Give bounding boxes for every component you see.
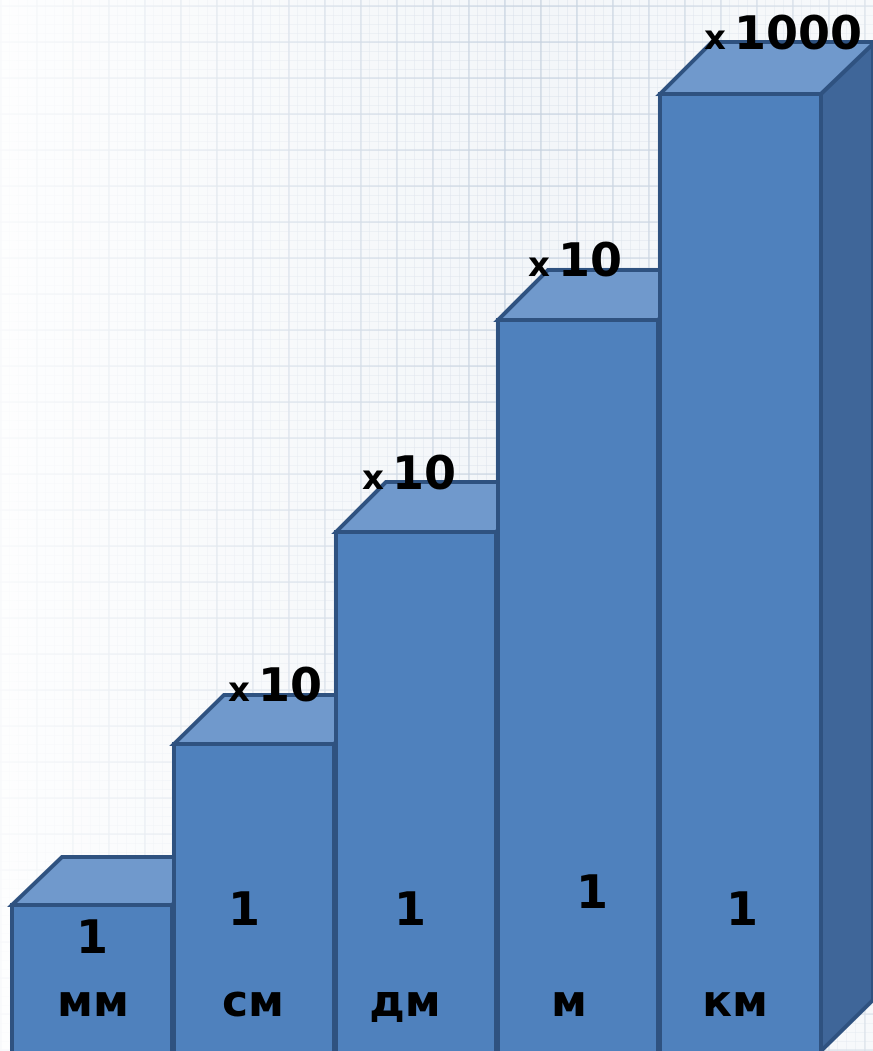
multiplier-value: 10 xyxy=(557,233,622,287)
step-km xyxy=(655,40,873,1051)
multiplier-label-dm: x 10 xyxy=(362,450,456,496)
multiplier-value: 1000 xyxy=(733,6,862,60)
step-km-side xyxy=(819,41,873,1051)
step-dm xyxy=(331,480,551,1051)
multiplier-value: 10 xyxy=(391,446,456,500)
step-mm xyxy=(7,855,227,1051)
multiplier-value: 10 xyxy=(257,658,322,712)
step-number-dm: 1 xyxy=(393,882,426,936)
step-number-m: 1 xyxy=(575,865,608,919)
multiplier-label-cm: x 10 xyxy=(228,662,322,708)
step-number-mm: 1 xyxy=(75,910,108,964)
multiplier-x: x xyxy=(362,458,384,498)
step-number-cm: 1 xyxy=(227,882,260,936)
step-dm-front xyxy=(334,530,498,1051)
step-km-front xyxy=(658,92,823,1051)
unit-label-km: км xyxy=(702,976,768,1027)
multiplier-label-m: x 10 xyxy=(528,237,622,283)
multiplier-label-km: x 1000 xyxy=(704,10,862,56)
unit-label-dm: дм xyxy=(369,976,441,1027)
multiplier-x: x xyxy=(228,670,250,710)
step-number-km: 1 xyxy=(725,882,758,936)
unit-label-mm: мм xyxy=(57,976,129,1027)
unit-label-cm: см xyxy=(221,976,285,1027)
multiplier-x: x xyxy=(528,245,550,285)
step-m xyxy=(493,268,713,1051)
step-m-front xyxy=(496,318,660,1051)
multiplier-x: x xyxy=(704,18,726,58)
unit-label-m: м xyxy=(551,976,587,1027)
